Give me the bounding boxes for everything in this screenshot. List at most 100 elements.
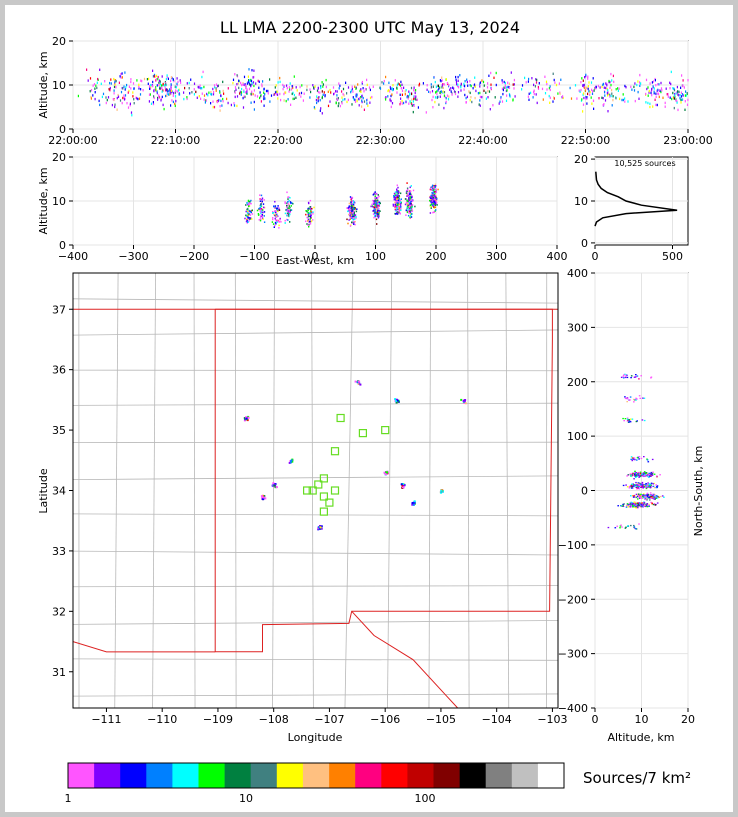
ns-source-point xyxy=(628,487,631,489)
ns-source-point xyxy=(640,493,642,495)
station-marker xyxy=(319,507,328,516)
colorbar-label: Sources/7 km² xyxy=(583,769,691,787)
time-source-point xyxy=(223,92,225,95)
time-source-point xyxy=(201,87,203,90)
time-source-point xyxy=(174,102,176,106)
time-source-point xyxy=(432,85,434,88)
ew-source-point xyxy=(305,220,307,223)
ew-source-point xyxy=(374,203,376,206)
ns-source-point xyxy=(637,502,639,504)
time-source-point xyxy=(321,90,323,93)
ew-source-point xyxy=(247,216,249,218)
ns-source-point xyxy=(636,420,638,422)
ns-ytick-label: 300 xyxy=(567,321,588,334)
time-source-point xyxy=(443,83,445,86)
time-source-point xyxy=(148,77,150,81)
map-source-point xyxy=(386,471,388,474)
ew-source-point xyxy=(289,221,291,223)
time-source-point xyxy=(275,92,277,96)
time-source-point xyxy=(166,92,168,95)
time-source-point xyxy=(219,90,221,93)
time-source-point xyxy=(170,83,172,86)
map-source-point xyxy=(245,417,248,420)
ew-source-point xyxy=(374,193,376,196)
ew-source-point xyxy=(349,207,351,209)
time-source-point xyxy=(170,89,172,93)
time-source-point xyxy=(359,97,361,100)
ns-panel-sources xyxy=(607,373,665,530)
time-source-point xyxy=(115,79,117,83)
ew-source-point xyxy=(289,213,291,216)
time-source-point xyxy=(114,82,116,85)
time-source-point xyxy=(472,87,474,90)
time-source-point xyxy=(401,89,404,92)
time-source-point xyxy=(430,83,432,86)
ew-xtick-label: 400 xyxy=(547,250,568,263)
ns-source-point xyxy=(640,375,642,377)
ew-source-point xyxy=(396,189,398,192)
time-source-point xyxy=(597,84,599,88)
time-source-point xyxy=(492,104,494,107)
time-source-point xyxy=(188,81,190,85)
colorbar-swatch xyxy=(407,763,434,788)
time-source-point xyxy=(611,92,613,95)
time-source-point xyxy=(657,92,659,95)
ew-source-point xyxy=(406,201,408,204)
time-source-point xyxy=(482,80,485,84)
ns-source-point xyxy=(632,495,634,497)
time-source-point xyxy=(553,96,555,99)
ew-source-point xyxy=(277,205,279,207)
ns-source-point xyxy=(631,418,634,420)
time-source-point xyxy=(273,93,275,96)
ew-source-point xyxy=(287,196,289,199)
ew-source-point xyxy=(259,207,261,209)
time-source-point xyxy=(544,92,547,95)
time-source-point xyxy=(457,83,459,86)
time-source-point xyxy=(607,92,610,96)
time-source-point xyxy=(196,96,198,99)
time-source-point xyxy=(116,108,118,111)
station-marker xyxy=(381,426,390,435)
ns-source-point xyxy=(641,486,643,488)
ns-source-point xyxy=(648,484,651,487)
ns-source-point xyxy=(651,473,654,475)
ew-source-point xyxy=(350,203,352,206)
time-source-point xyxy=(512,83,514,86)
ew-source-point xyxy=(378,212,380,214)
ns-source-point xyxy=(652,503,655,506)
ew-source-point xyxy=(309,220,311,223)
ew-source-point xyxy=(409,201,411,203)
ew-source-point xyxy=(306,223,308,225)
ew-source-point xyxy=(433,185,435,187)
ew-source-point xyxy=(406,206,408,209)
time-source-point xyxy=(627,100,629,103)
ns-source-point xyxy=(632,502,634,505)
ew-source-point xyxy=(260,208,263,210)
time-source-point xyxy=(94,91,96,94)
time-source-point xyxy=(122,87,124,90)
ew-source-point xyxy=(263,221,266,223)
time-source-point xyxy=(463,82,465,86)
ns-source-point xyxy=(634,472,636,474)
time-source-point xyxy=(133,87,135,90)
ew-source-point xyxy=(411,204,414,206)
ew-source-point xyxy=(262,203,265,205)
ew-source-point xyxy=(309,212,311,214)
time-source-point xyxy=(372,85,374,88)
time-source-point xyxy=(399,84,402,87)
time-source-point xyxy=(128,85,130,88)
ew-source-point xyxy=(373,207,376,210)
time-source-point xyxy=(354,100,357,103)
ew-source-point xyxy=(260,212,262,215)
colorbar-swatch xyxy=(511,763,539,788)
ns-source-point xyxy=(633,526,636,528)
ew-source-point xyxy=(348,209,350,212)
ew-source-point xyxy=(407,204,410,207)
ew-source-point xyxy=(376,197,378,199)
time-source-point xyxy=(455,80,458,84)
map-source-point xyxy=(440,491,443,494)
ew-source-point xyxy=(286,202,288,204)
time-source-point xyxy=(443,94,445,97)
ew-source-point xyxy=(349,210,352,213)
time-source-point xyxy=(263,104,265,107)
